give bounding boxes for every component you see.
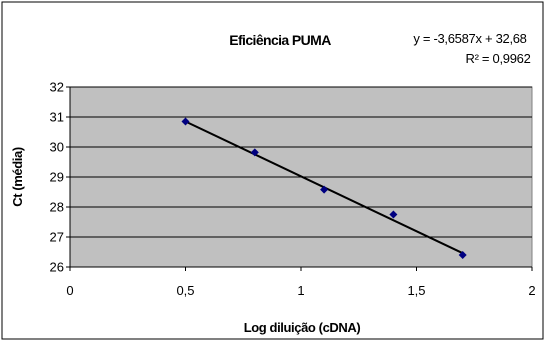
x-axis-label: Log diluição (cDNA): [244, 320, 361, 335]
data-point: [181, 117, 190, 126]
x-tick-label: 2: [528, 283, 535, 298]
chart-title: Eficiência PUMA: [229, 32, 331, 48]
data-point: [250, 148, 259, 157]
trendline-equation: y = -3,6587x + 32,68: [413, 31, 526, 46]
y-axis-label: Ct (média): [10, 147, 25, 207]
y-tick-label: 32: [50, 80, 64, 95]
x-tick-label: 0,5: [176, 283, 194, 298]
y-tick-label: 30: [50, 140, 64, 155]
data-point: [320, 185, 329, 194]
x-tick-label: 1,5: [407, 283, 425, 298]
x-tick-label: 0: [66, 283, 73, 298]
data-point: [458, 251, 467, 259]
grid-lines: [66, 86, 533, 271]
data-points: [181, 117, 467, 259]
tick-labels: 26 27 28 29 30 31 32 0 0,5 1 1,5 2: [50, 80, 536, 299]
x-tick-label: 1: [297, 283, 304, 298]
r-squared-label: R² = 0,9962: [466, 51, 531, 66]
y-tick-label: 28: [50, 200, 64, 215]
y-tick-label: 26: [50, 260, 64, 275]
y-tick-label: 27: [50, 230, 64, 245]
y-tick-label: 31: [50, 110, 64, 125]
data-point: [389, 210, 398, 219]
y-tick-label: 29: [50, 170, 64, 185]
